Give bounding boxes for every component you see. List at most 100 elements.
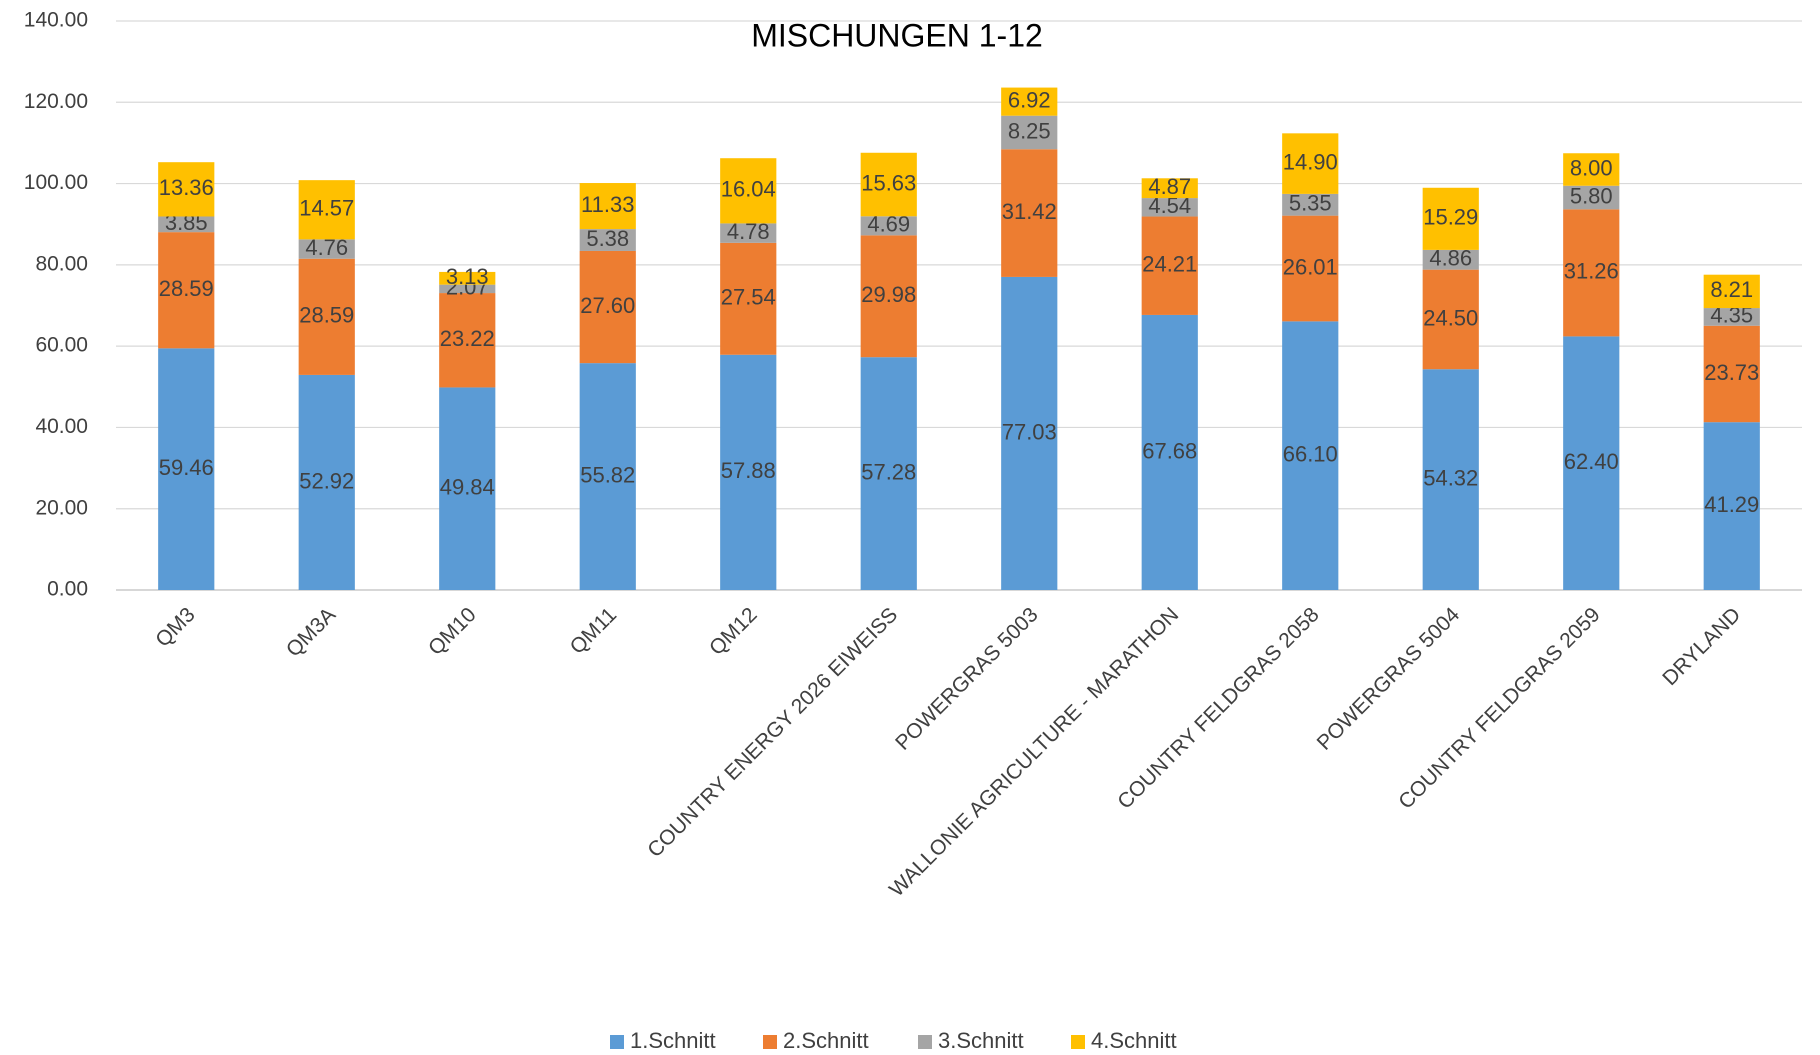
bar-segment (1703, 274, 1760, 309)
y-tick-label: 60.00 (35, 334, 88, 357)
bar-segment (720, 158, 777, 224)
x-tick-label: QM12 (705, 603, 762, 660)
legend-swatch (1071, 1035, 1085, 1049)
legend-label: 3.Schnitt (938, 1028, 1024, 1053)
bar-segment (860, 216, 917, 236)
bar-segment (1563, 209, 1620, 337)
bar-segment (1563, 185, 1620, 210)
bar-segment (158, 216, 215, 233)
data-label: 57.28 (861, 459, 916, 484)
data-label: 67.68 (1142, 438, 1197, 463)
bar-segment (1422, 369, 1479, 590)
data-label: 16.04 (721, 177, 776, 202)
bar-segment (158, 162, 215, 217)
bar-segment (579, 229, 636, 251)
bar-segment (1282, 321, 1339, 590)
data-label: 62.40 (1564, 449, 1619, 474)
bar-segment (158, 232, 215, 349)
data-label: 11.33 (581, 192, 634, 217)
data-label: 55.82 (580, 462, 635, 487)
data-label: 23.73 (1704, 360, 1759, 385)
bar-segment (1422, 249, 1479, 270)
bar-segment (579, 250, 636, 364)
legend-label: 2.Schnitt (783, 1028, 869, 1053)
data-label: 54.32 (1423, 465, 1478, 490)
bar-segment (579, 363, 636, 590)
bar-segment (1703, 422, 1760, 590)
data-label: 31.26 (1564, 259, 1619, 284)
bar-segment (1282, 215, 1339, 322)
bar-segment (439, 387, 496, 590)
data-label: 28.59 (299, 303, 354, 328)
bar-segment (860, 235, 917, 358)
bar-segment (1001, 149, 1058, 277)
bar-segment (1563, 153, 1620, 186)
data-label: 49.84 (440, 475, 495, 500)
bar-segment (1282, 193, 1339, 216)
x-tick-label: POWERGRAS 5004 (1313, 603, 1465, 755)
data-label: 29.98 (861, 282, 916, 307)
data-label: 8.21 (1710, 277, 1753, 302)
y-tick-label: 40.00 (35, 415, 88, 438)
data-label: 59.46 (159, 455, 214, 480)
bar-segment (298, 239, 355, 259)
data-label: 15.63 (861, 170, 916, 195)
bar-segment (1422, 187, 1479, 250)
data-label: 5.80 (1570, 183, 1613, 208)
data-label: 24.50 (1423, 305, 1478, 330)
x-tick-label: QM10 (424, 603, 481, 660)
bar-segment (439, 293, 496, 388)
bar-segment (860, 357, 917, 590)
data-label: 27.60 (580, 293, 635, 318)
bar-segment (298, 180, 355, 240)
y-tick-label: 20.00 (35, 496, 88, 519)
bar-segment (720, 354, 777, 590)
bar-segment (439, 271, 496, 285)
data-label: 4.87 (1148, 174, 1191, 199)
legend-swatch (610, 1035, 624, 1049)
x-tick-label: DRYLAND (1658, 603, 1745, 690)
data-label: 8.00 (1570, 155, 1613, 180)
bar-segment (1141, 314, 1198, 590)
bar-segment (1141, 216, 1198, 315)
bar-segment (1001, 87, 1058, 116)
data-label: 52.92 (299, 468, 354, 493)
bar-segment (720, 223, 777, 243)
bar-segment (1141, 198, 1198, 217)
data-label: 57.88 (721, 458, 776, 483)
bar-segment (1703, 325, 1760, 423)
data-label: 23.22 (440, 326, 495, 351)
data-label: 28.59 (159, 276, 214, 301)
legend-swatch (763, 1035, 777, 1049)
bar-segment (1563, 336, 1620, 590)
legend-label: 4.Schnitt (1091, 1028, 1177, 1053)
bar-segment (1282, 133, 1339, 194)
data-label: 77.03 (1002, 419, 1057, 444)
data-label: 24.21 (1142, 252, 1197, 277)
data-label: 3.13 (446, 264, 489, 289)
x-tick-label: COUNTRY ENERGY 2026 EIWEISS (643, 603, 902, 862)
data-label: 6.92 (1008, 87, 1051, 112)
chart-title: MISCHUNGEN 1-12 (751, 17, 1043, 53)
x-tick-label: QM3A (282, 603, 340, 661)
bar-segment (298, 258, 355, 375)
data-label: 8.25 (1008, 118, 1051, 143)
bar-segment (158, 348, 215, 590)
data-label: 5.35 (1289, 191, 1332, 216)
bar-segment (1703, 308, 1760, 326)
bar-segment (1001, 276, 1058, 590)
legend-label: 1.Schnitt (630, 1028, 716, 1053)
bar-segment (439, 284, 496, 294)
y-tick-label: 100.00 (24, 171, 88, 194)
data-label: 31.42 (1002, 199, 1057, 224)
x-tick-label: QM3 (151, 603, 199, 651)
data-label: 5.38 (586, 226, 629, 251)
bar-segment (860, 152, 917, 217)
x-tick-label: POWERGRAS 5003 (891, 603, 1043, 755)
bar-segment (298, 374, 355, 590)
y-tick-label: 0.00 (47, 578, 88, 601)
data-label: 66.10 (1283, 441, 1338, 466)
x-tick-label: WALLONIE AGRICULTURE - MARATHON (885, 603, 1183, 901)
data-label: 27.54 (721, 285, 776, 310)
